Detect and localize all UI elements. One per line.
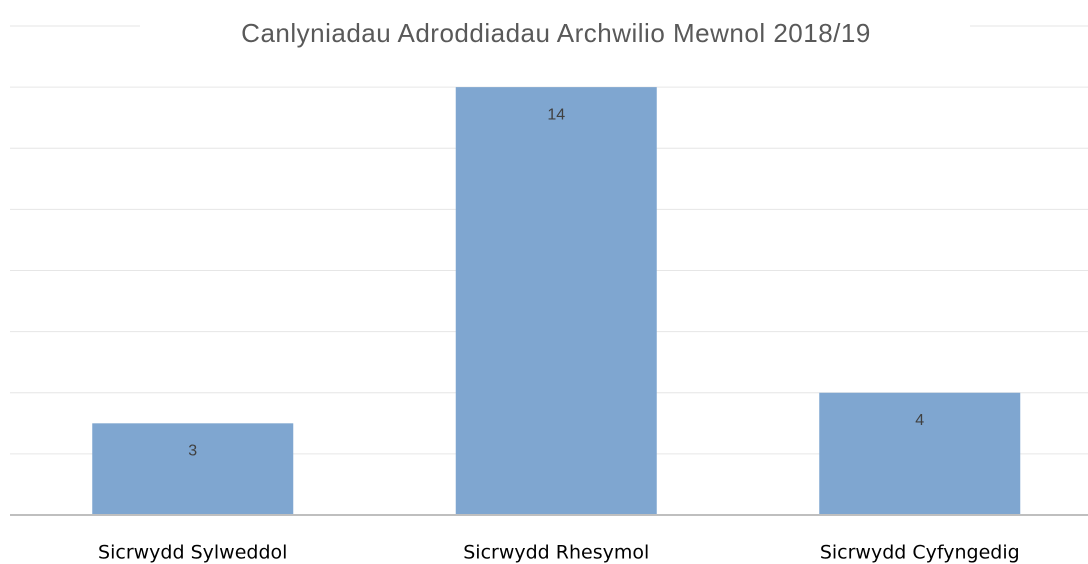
x-tick-label: Sicrwydd Sylweddol <box>98 542 287 564</box>
bar <box>819 392 1021 515</box>
chart-title: Canlyniadau Adroddiadau Archwilio Mewnol… <box>241 18 871 48</box>
data-label: 3 <box>188 443 197 460</box>
bar <box>92 423 294 515</box>
data-label: 14 <box>547 106 565 123</box>
bars: 3 14 4 <box>92 87 1021 515</box>
x-tick-label: Sicrwydd Rhesymol <box>463 542 649 564</box>
data-label: 4 <box>915 412 924 429</box>
x-tick-label: Sicrwydd Cyfyngedig <box>820 542 1020 564</box>
title-background <box>140 12 970 56</box>
bar <box>455 87 657 515</box>
